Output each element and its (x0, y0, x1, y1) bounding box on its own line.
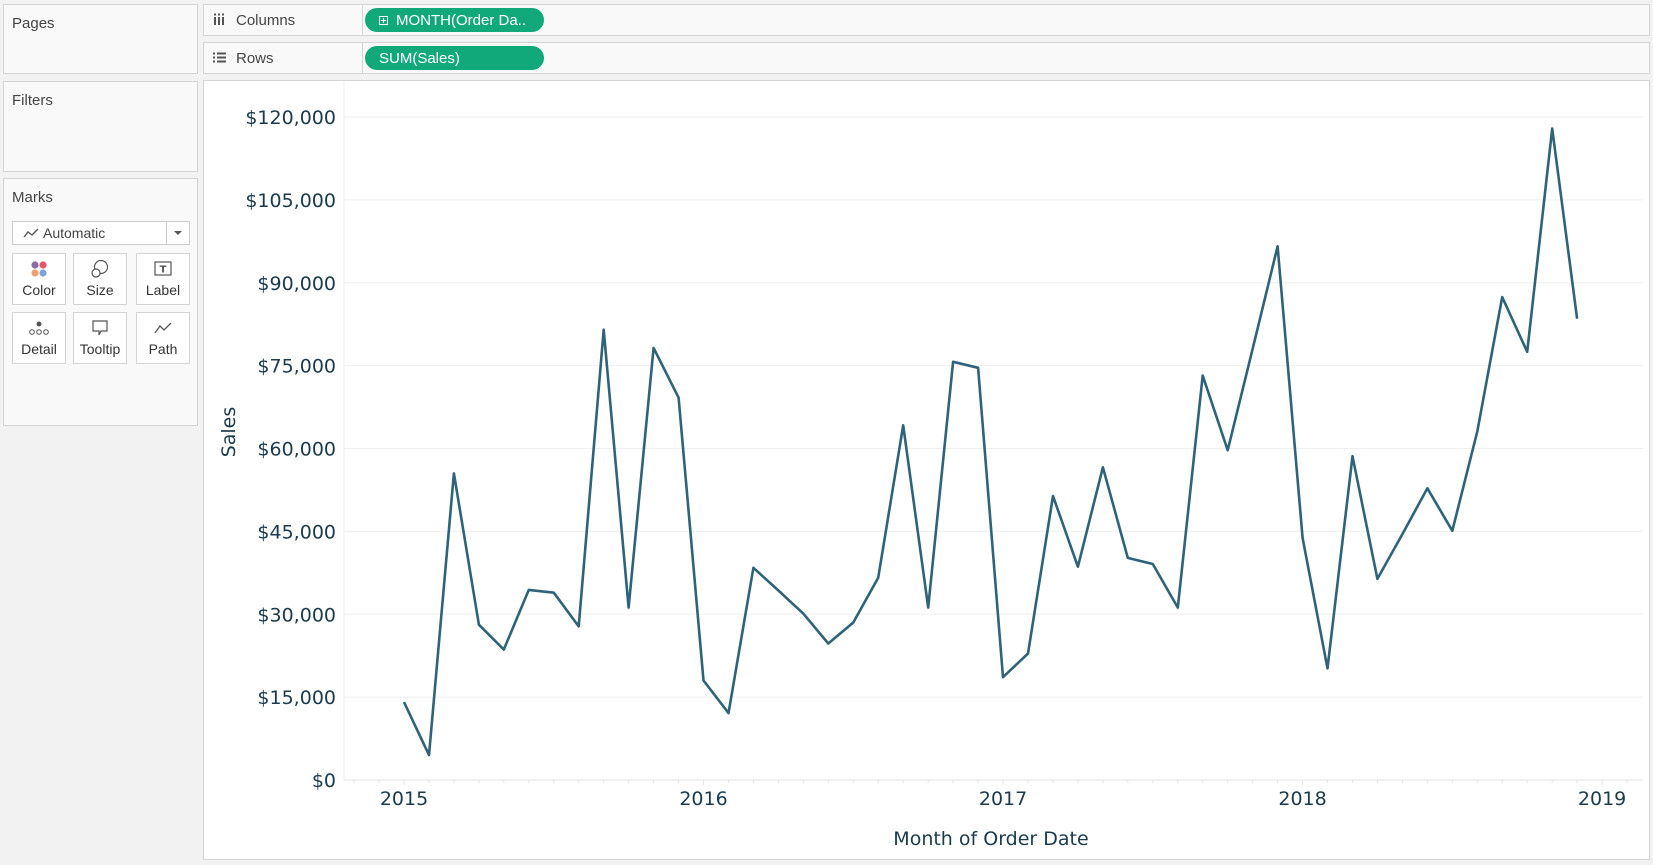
columns-shelf-label: Columns (204, 5, 363, 35)
color-icon (30, 256, 48, 282)
y-tick-label: $60,000 (257, 439, 336, 461)
x-tick-label: 2019 (1578, 788, 1626, 810)
x-tick-label: 2016 (679, 788, 727, 810)
x-axis: 2015 2016 2017 2018 2019 (353, 780, 1628, 810)
month-order-date-pill[interactable]: MONTH(Order Da.. (365, 8, 544, 32)
rows-label: Rows (236, 49, 274, 67)
marks-card: Marks Automatic Color Size T (3, 178, 198, 426)
x-tick-label: 2015 (380, 788, 428, 810)
columns-shelf[interactable]: Columns MONTH(Order Da.. (203, 4, 1650, 36)
filters-title: Filters (12, 92, 53, 109)
gridlines (343, 81, 1643, 781)
tooltip-button[interactable]: Tooltip (73, 312, 127, 364)
size-button[interactable]: Size (73, 253, 127, 305)
detail-icon (28, 315, 50, 341)
tooltip-label: Tooltip (79, 341, 121, 357)
label-label: Label (145, 282, 181, 298)
path-icon (154, 315, 172, 341)
detail-label: Detail (21, 341, 57, 357)
rows-shelf-label: Rows (204, 43, 363, 73)
y-axis-title: Sales (218, 407, 240, 458)
label-icon: T (154, 256, 172, 282)
y-tick-label: $105,000 (245, 190, 336, 212)
color-button[interactable]: Color (12, 253, 66, 305)
y-tick-label: $0 (312, 770, 336, 792)
y-tick-label: $45,000 (257, 521, 336, 543)
y-tick-label: $15,000 (257, 687, 336, 709)
y-tick-label: $90,000 (257, 273, 336, 295)
y-tick-label: $30,000 (257, 604, 336, 626)
tooltip-icon (91, 315, 109, 341)
rows-shelf[interactable]: Rows SUM(Sales) (203, 42, 1650, 74)
x-tick-label: 2017 (979, 788, 1027, 810)
y-axis: $0 $15,000 $30,000 $45,000 $60,000 $75,000 $90… (245, 107, 336, 792)
columns-icon (212, 13, 226, 28)
marks-title: Marks (12, 189, 53, 206)
sales-line[interactable] (402, 127, 1579, 757)
mark-type-dropdown[interactable]: Automatic (12, 221, 190, 245)
line-chart[interactable]: $0 $15,000 $30,000 $45,000 $60,000 $75,000 $90… (204, 81, 1649, 859)
columns-pill-label: MONTH(Order Da.. (396, 11, 527, 29)
path-button[interactable]: Path (136, 312, 190, 364)
chevron-down-icon[interactable] (166, 222, 189, 244)
path-label: Path (148, 341, 178, 357)
chart-panel: $0 $15,000 $30,000 $45,000 $60,000 $75,000 $90… (203, 80, 1650, 860)
size-icon (90, 256, 110, 282)
detail-button[interactable]: Detail (12, 312, 66, 364)
size-label: Size (86, 282, 114, 298)
expand-plus-icon[interactable] (379, 15, 388, 25)
columns-label: Columns (236, 11, 296, 29)
y-tick-label: $75,000 (257, 356, 336, 378)
x-axis-title: Month of Order Date (893, 828, 1088, 850)
svg-text:T: T (160, 265, 167, 276)
line-mark-icon (23, 225, 39, 241)
y-tick-label: $120,000 (245, 107, 336, 129)
x-tick-label: 2018 (1278, 788, 1326, 810)
pages-card[interactable]: Pages (3, 4, 198, 74)
sum-sales-pill[interactable]: SUM(Sales) (365, 46, 544, 70)
filters-card[interactable]: Filters (3, 81, 198, 172)
mark-type-label: Automatic (43, 225, 106, 241)
color-label: Color (22, 282, 56, 298)
rows-icon (212, 51, 226, 66)
rows-pill-label: SUM(Sales) (379, 49, 460, 67)
pages-title: Pages (12, 15, 55, 32)
label-button[interactable]: T Label (136, 253, 190, 305)
